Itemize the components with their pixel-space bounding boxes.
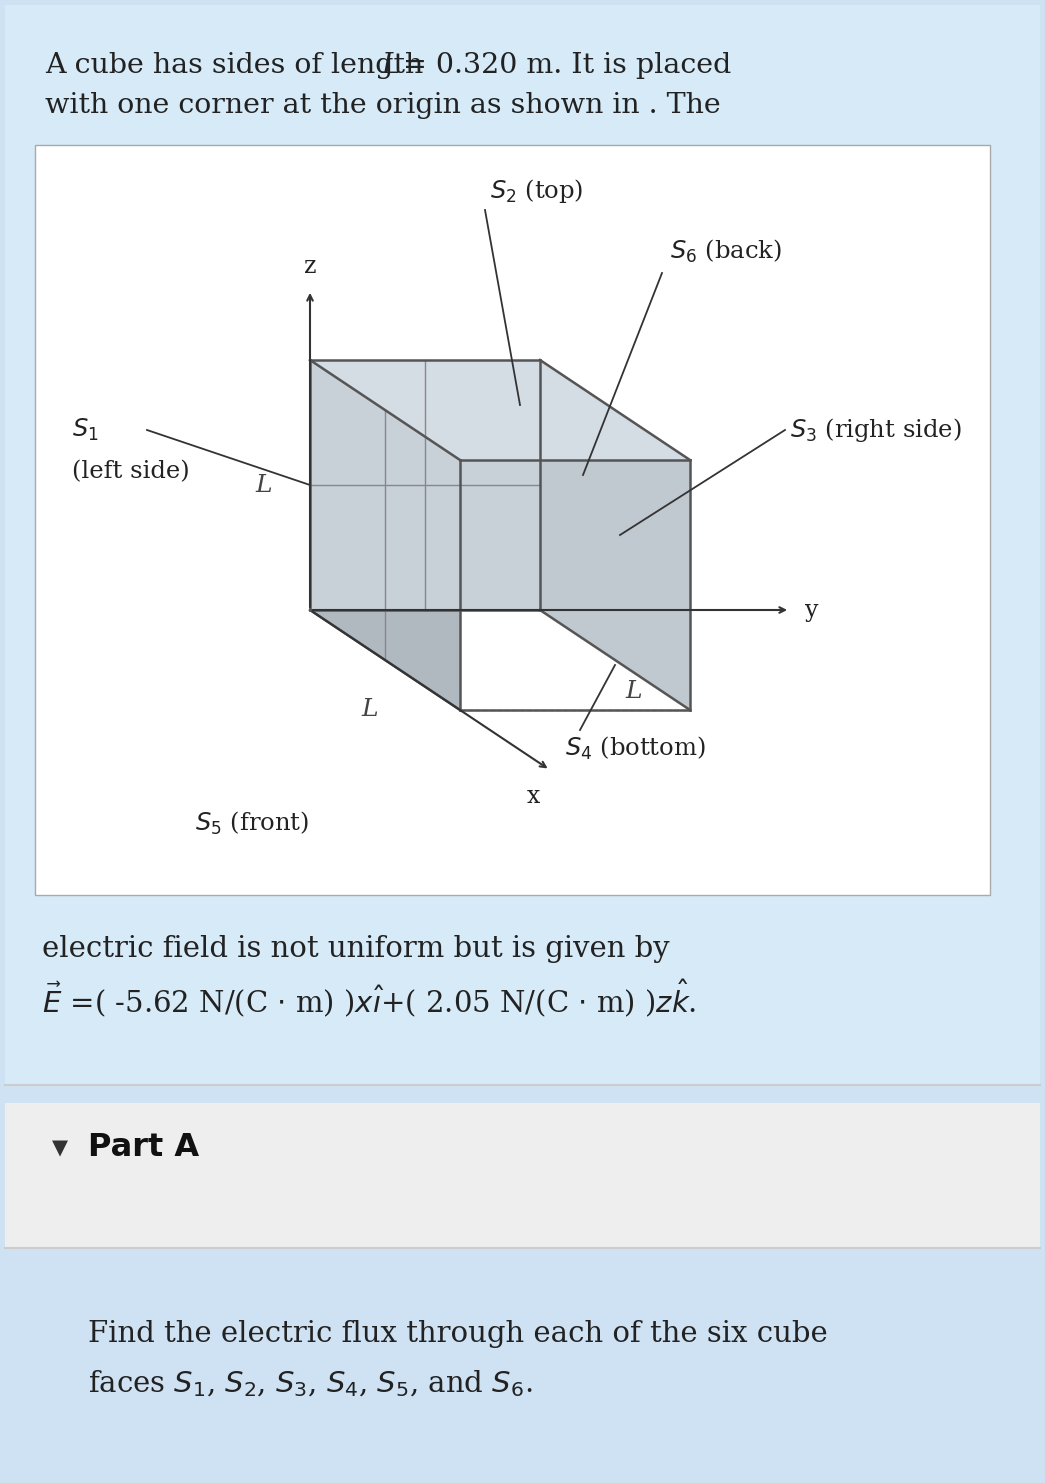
Text: L: L: [625, 681, 642, 703]
Text: ▼: ▼: [52, 1137, 68, 1158]
Polygon shape: [310, 360, 540, 610]
Text: = 0.320 m. It is placed: = 0.320 m. It is placed: [394, 52, 732, 79]
Text: $S_2$ (top): $S_2$ (top): [490, 176, 583, 205]
Bar: [0, 1249, 1045, 1483]
Polygon shape: [310, 360, 690, 460]
Polygon shape: [540, 360, 690, 710]
Text: z: z: [304, 255, 317, 277]
Text: $S_3$ (right side): $S_3$ (right side): [790, 417, 961, 443]
Text: Part A: Part A: [88, 1133, 200, 1164]
Text: L: L: [255, 473, 272, 497]
Text: electric field is not uniform but is given by: electric field is not uniform but is giv…: [42, 934, 670, 962]
Bar: [0, 1086, 1045, 1103]
Text: L: L: [362, 698, 378, 721]
Bar: [5, 4, 1040, 915]
Text: $S_1$: $S_1$: [72, 417, 98, 443]
Text: $S_4$ (bottom): $S_4$ (bottom): [565, 736, 705, 762]
Text: A cube has sides of length: A cube has sides of length: [45, 52, 433, 79]
Text: $S_5$ (front): $S_5$ (front): [195, 810, 309, 838]
Text: with one corner at the origin as shown in . The: with one corner at the origin as shown i…: [45, 92, 721, 119]
Text: $S_6$ (back): $S_6$ (back): [670, 237, 782, 265]
Bar: [34, 145, 990, 896]
Text: y: y: [805, 599, 818, 621]
Polygon shape: [310, 360, 460, 710]
Text: L: L: [381, 52, 400, 79]
Text: (left side): (left side): [72, 460, 189, 483]
Text: Find the electric flux through each of the six cube: Find the electric flux through each of t…: [88, 1320, 828, 1348]
Text: x: x: [527, 785, 540, 808]
Bar: [5, 911, 1040, 1086]
Text: $\vec{E}$ =( -5.62 N/(C $\cdot$ m) )$x\hat{\imath}$+( 2.05 N/(C $\cdot$ m) )$z\h: $\vec{E}$ =( -5.62 N/(C $\cdot$ m) )$x\h…: [42, 977, 696, 1019]
Text: faces $S_1$, $S_2$, $S_3$, $S_4$, $S_5$, and $S_6$.: faces $S_1$, $S_2$, $S_3$, $S_4$, $S_5$,…: [88, 1367, 533, 1398]
Bar: [5, 1103, 1040, 1249]
